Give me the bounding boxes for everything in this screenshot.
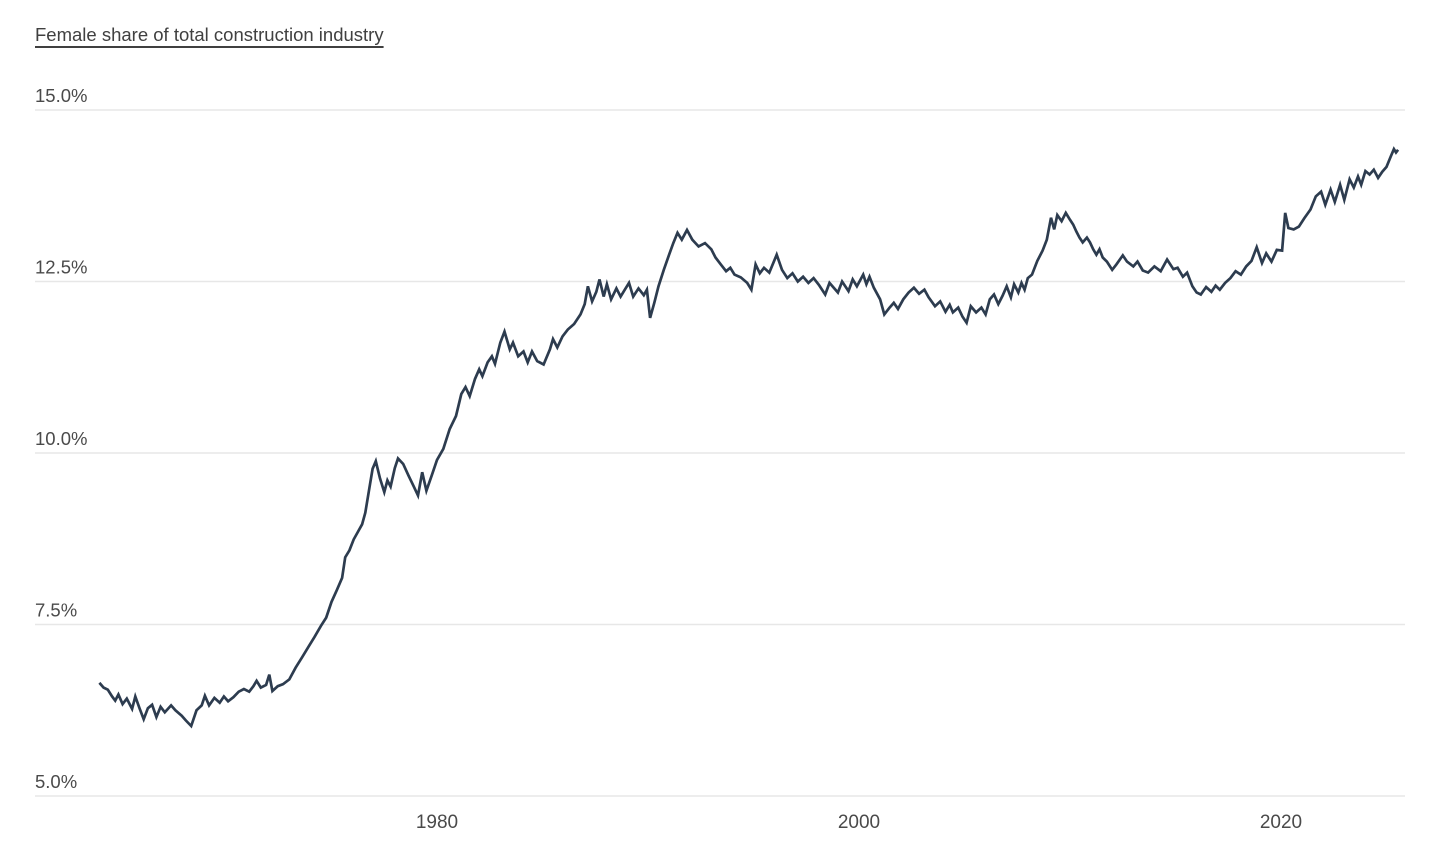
y-tick-label: 15.0%	[35, 85, 87, 106]
y-tick-label: 5.0%	[35, 771, 77, 792]
y-tick-label: 10.0%	[35, 428, 87, 449]
x-tick-label: 2020	[1260, 812, 1302, 833]
y-tick-label: 7.5%	[35, 600, 77, 621]
series-line	[98, 146, 1400, 729]
chart-title-link[interactable]: Female share of total construction indus…	[35, 24, 384, 45]
x-tick-label: 1980	[416, 812, 458, 833]
y-tick-label: 12.5%	[35, 257, 87, 278]
x-tick-label: 2000	[838, 812, 880, 833]
